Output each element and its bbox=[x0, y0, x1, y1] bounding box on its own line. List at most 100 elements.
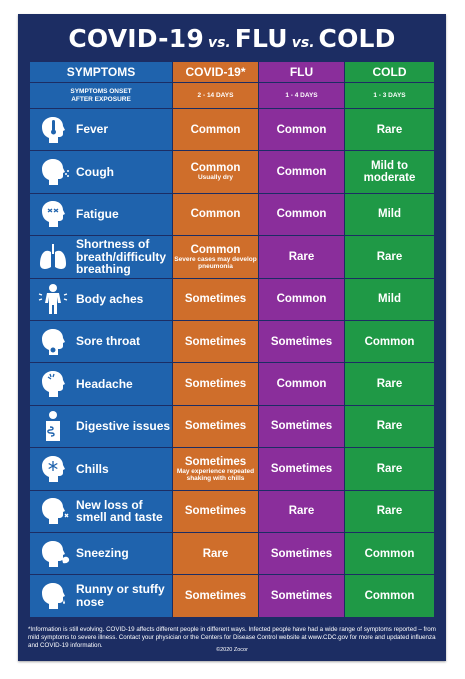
symptom-label: Fever bbox=[76, 122, 109, 137]
covid-value: Common bbox=[190, 243, 241, 256]
onset-covid: 2 - 14 DAYS bbox=[173, 83, 259, 109]
covid-cell: Sometimes May experience repeated shaking… bbox=[173, 448, 259, 491]
table-row: Runny or stuffy nose Sometimes Sometimes Co… bbox=[30, 575, 434, 618]
onset-row: SYMPTOMS ONSET AFTER EXPOSURE 2 - 14 DAY… bbox=[30, 83, 434, 109]
covid-value: Sometimes bbox=[184, 335, 247, 348]
cold-value: Mild to moderate bbox=[363, 160, 416, 185]
headache-icon bbox=[36, 367, 70, 401]
flu-cell: Sometimes bbox=[259, 532, 345, 576]
sneezing-icon bbox=[36, 537, 70, 571]
covid-cell: Common bbox=[173, 109, 259, 152]
covid-value: Common bbox=[190, 123, 241, 136]
fatigue-head-icon bbox=[36, 197, 70, 231]
onset-label-line2: AFTER EXPOSURE bbox=[71, 95, 131, 103]
symptom-cell-new-loss-of-smell-and-taste: New loss of smell and taste bbox=[30, 490, 173, 533]
symptom-label: Runny or stuffy nose bbox=[76, 582, 165, 609]
covid-cell: Common bbox=[173, 193, 259, 237]
cold-cell: Rare bbox=[345, 405, 434, 449]
flu-value: Common bbox=[276, 293, 327, 306]
copyright: ©2020 Zocor bbox=[216, 647, 248, 653]
table-row: Digestive issues Sometimes Sometimes Rare bbox=[30, 405, 434, 449]
header-symptoms: SYMPTOMS bbox=[30, 62, 173, 83]
symptom-label: Sneezing bbox=[76, 546, 129, 561]
covid-cell: Common Usually dry bbox=[173, 151, 259, 194]
header-flu: FLU bbox=[259, 62, 345, 83]
flu-value: Common bbox=[276, 208, 327, 221]
page-title: COVID-19 vs. FLU vs. COLD bbox=[18, 22, 446, 60]
sore-throat-icon bbox=[36, 325, 70, 359]
footnote: *Information is still evolving. COVID-19… bbox=[28, 626, 436, 649]
covid-value: Sometimes bbox=[184, 505, 247, 518]
flu-cell: Rare bbox=[259, 490, 345, 533]
symptom-label: Fatigue bbox=[76, 207, 119, 222]
symptom-label: Chills bbox=[76, 461, 109, 476]
cold-value: Mild bbox=[378, 293, 401, 306]
covid-note: May experience repeated shaking with chi… bbox=[176, 467, 255, 482]
table-row: Fever Common Common Rare bbox=[30, 109, 434, 152]
onset-flu: 1 - 4 DAYS bbox=[259, 83, 345, 109]
symptom-cell-sneezing: Sneezing bbox=[30, 532, 173, 576]
flu-value: Rare bbox=[288, 505, 315, 518]
title-vs-2: vs. bbox=[291, 35, 315, 51]
onset-cold: 1 - 3 DAYS bbox=[345, 83, 434, 109]
lungs-icon bbox=[36, 240, 70, 274]
symptom-label: Digestive issues bbox=[76, 419, 171, 434]
cold-cell: Mild bbox=[345, 278, 434, 321]
symptom-cell-shortness-of-breath-difficulty-breathing: Shortness of breath/difficulty breathing bbox=[30, 236, 173, 279]
covid-cell: Sometimes bbox=[173, 405, 259, 449]
symptom-rows: Fever Common Common Rare Cough Common Usually … bbox=[30, 109, 434, 618]
cold-cell: Rare bbox=[345, 490, 434, 533]
covid-cell: Sometimes bbox=[173, 320, 259, 364]
onset-label: SYMPTOMS ONSET AFTER EXPOSURE bbox=[30, 83, 173, 109]
covid-value: Sometimes bbox=[184, 293, 247, 306]
header-covid: COVID-19* bbox=[173, 62, 259, 83]
covid-note: Usually dry bbox=[197, 174, 234, 182]
flu-value: Sometimes bbox=[270, 589, 333, 602]
cold-value: Rare bbox=[376, 250, 403, 263]
symptom-cell-sore-throat: Sore throat bbox=[30, 320, 173, 364]
covid-cell: Common Severe cases may develop pneumonia bbox=[173, 236, 259, 279]
cold-cell: Mild bbox=[345, 193, 434, 237]
covid-cell: Sometimes bbox=[173, 575, 259, 618]
flu-value: Common bbox=[276, 378, 327, 391]
cold-value: Common bbox=[364, 335, 415, 348]
flu-value: Sometimes bbox=[270, 547, 333, 560]
symptom-label: Body aches bbox=[76, 292, 144, 306]
cold-cell: Rare bbox=[345, 448, 434, 491]
symptom-cell-cough: Cough bbox=[30, 151, 173, 194]
symptom-cell-runny-or-stuffy-nose: Runny or stuffy nose bbox=[30, 575, 173, 618]
title-covid: COVID-19 bbox=[68, 24, 204, 53]
covid-value: Sometimes bbox=[184, 589, 247, 602]
cold-cell: Common bbox=[345, 532, 434, 576]
symptom-cell-chills: Chills bbox=[30, 448, 173, 491]
covid-cell: Sometimes bbox=[173, 363, 259, 406]
cold-value: Common bbox=[364, 589, 415, 602]
symptom-label: New loss of smell and taste bbox=[76, 497, 163, 525]
chills-head-icon bbox=[36, 452, 70, 486]
covid-value: Rare bbox=[202, 547, 229, 560]
table-row: Fatigue Common Common Mild bbox=[30, 193, 434, 237]
title-flu: FLU bbox=[234, 24, 288, 53]
poster: COVID-19 vs. FLU vs. COLD SYMPTOMS COVID-19*… bbox=[18, 14, 446, 661]
covid-cell: Rare bbox=[173, 532, 259, 576]
body-aches-icon bbox=[36, 282, 70, 316]
cold-cell: Common bbox=[345, 320, 434, 364]
table-row: Cough Common Usually dry Common Mild to mode… bbox=[30, 151, 434, 194]
symptom-cell-fever: Fever bbox=[30, 109, 173, 152]
header-cold: COLD bbox=[345, 62, 434, 83]
flu-value: Rare bbox=[288, 250, 315, 263]
table-row: Headache Sometimes Common Rare bbox=[30, 363, 434, 406]
covid-value: Sometimes bbox=[184, 420, 247, 433]
header-row: SYMPTOMS COVID-19* FLU COLD bbox=[30, 62, 434, 83]
table-row: Sneezing Rare Sometimes Common bbox=[30, 532, 434, 576]
flu-cell: Common bbox=[259, 363, 345, 406]
table-row: Chills Sometimes May experience repeated s… bbox=[30, 448, 434, 491]
cold-value: Rare bbox=[376, 420, 403, 433]
symptom-label: Headache bbox=[76, 376, 133, 391]
symptom-label: Cough bbox=[76, 164, 114, 179]
flu-cell: Common bbox=[259, 278, 345, 321]
flu-cell: Rare bbox=[259, 236, 345, 279]
cold-value: Rare bbox=[376, 378, 403, 391]
cold-value: Rare bbox=[376, 505, 403, 518]
table-row: Body aches Sometimes Common Mild bbox=[30, 278, 434, 321]
